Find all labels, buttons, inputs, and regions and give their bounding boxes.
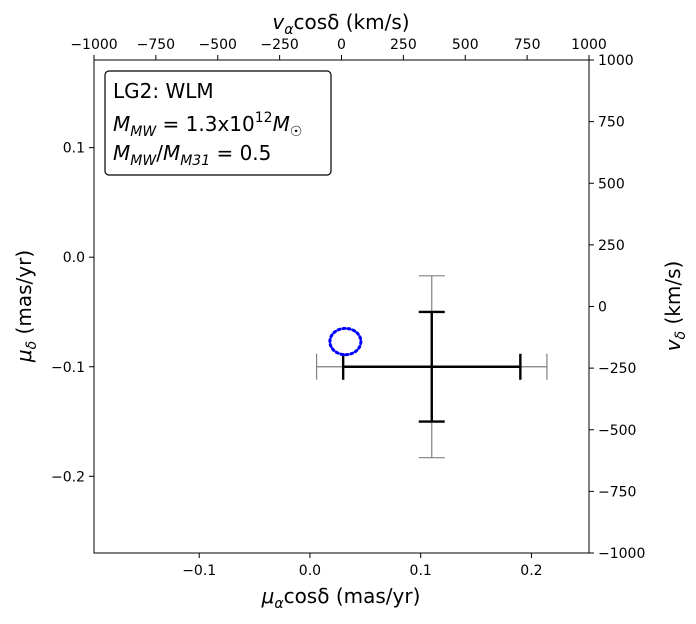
x-tick-label-top: −500 bbox=[199, 37, 237, 53]
x-tick-label-bottom: 0.1 bbox=[410, 563, 432, 579]
x-axis-label-top-rest: cosδ (km/s) bbox=[294, 10, 410, 34]
y-tick-label-right: 1000 bbox=[598, 53, 634, 69]
x-tick-label-top: 250 bbox=[390, 37, 417, 53]
annotation-box: LG2: WLM MMW = 1.3x1012M☉ MMW/MM31 = 0.5 bbox=[104, 70, 332, 176]
y-axis-label-left-sub: δ bbox=[24, 341, 40, 350]
x-tick-label-bottom: −0.1 bbox=[182, 563, 216, 579]
annotation-line-3: MMW/MM31 = 0.5 bbox=[113, 141, 271, 169]
x-tick-label-bottom: 0.2 bbox=[520, 563, 542, 579]
x-tick-label-top: 750 bbox=[514, 37, 541, 53]
x-tick-label-top: −750 bbox=[137, 37, 175, 53]
annotation-line-2-unit-sub: ☉ bbox=[290, 124, 303, 140]
annotation-line-3-value: = 0.5 bbox=[210, 141, 271, 165]
y-tick-label-right: 500 bbox=[598, 176, 625, 192]
y-tick-label-right: −1000 bbox=[598, 546, 645, 562]
y-tick-label-right: 750 bbox=[598, 115, 625, 131]
x-tick-label-top: 500 bbox=[452, 37, 479, 53]
y-tick-label-left: 0.0 bbox=[63, 250, 85, 266]
annotation-line-3-m2-sub: M31 bbox=[180, 153, 210, 169]
annotation-line-2: MMW = 1.3x1012M☉ bbox=[113, 110, 302, 140]
x-axis-label-top-sub: α bbox=[284, 22, 294, 38]
prediction-contour bbox=[328, 326, 363, 357]
x-tick-label-top: 1000 bbox=[571, 37, 607, 53]
x-tick-label-top: 0 bbox=[337, 37, 346, 53]
annotation-line-3-m1-sub: MW bbox=[130, 153, 157, 169]
y-tick-label-left: −0.1 bbox=[51, 360, 85, 376]
annotation-line-1: LG2: WLM bbox=[113, 79, 214, 103]
y-axis-label-left-rest: (mas/yr) bbox=[12, 250, 36, 341]
annotation-line-3-m1: M bbox=[113, 141, 130, 165]
annotation-line-2-m: M bbox=[113, 112, 130, 136]
annotation-line-2-exponent: 12 bbox=[255, 110, 273, 126]
x-axis-label-top-symbol: v bbox=[272, 10, 285, 34]
y-axis-label-left-symbol: μ bbox=[12, 349, 36, 363]
x-axis-label-bottom-symbol: μ bbox=[261, 584, 275, 608]
annotation-line-3-m2: M bbox=[163, 141, 180, 165]
y-tick-label-right: −750 bbox=[598, 484, 636, 500]
annotation-line-2-value: = 1.3x10 bbox=[156, 112, 255, 136]
annotation-line-1-text: LG2: WLM bbox=[113, 79, 214, 103]
annotation-line-3-slash: / bbox=[156, 141, 163, 165]
annotation-line-2-unit: M bbox=[273, 112, 290, 136]
marks-layer bbox=[315, 275, 548, 459]
y-tick-label-right: 250 bbox=[598, 238, 625, 254]
y-axis-label-right-symbol: v bbox=[661, 338, 685, 351]
annotation-frame bbox=[104, 70, 332, 176]
annotation-line-2-m-sub: MW bbox=[130, 124, 157, 140]
y-axis-label-left: μδ (mas/yr) bbox=[12, 250, 40, 363]
x-axis-label-bottom-sub: α bbox=[274, 596, 284, 612]
y-axis-label-right-rest: (km/s) bbox=[661, 261, 685, 331]
y-axis-label-right-sub: δ bbox=[673, 331, 689, 340]
x-axis-label-bottom-rest: cosδ (mas/yr) bbox=[284, 584, 421, 608]
plot-frame bbox=[93, 59, 590, 554]
y-tick-label-left: −0.2 bbox=[51, 469, 85, 485]
y-axis-label-right: vδ (km/s) bbox=[661, 261, 689, 352]
ticks-layer: −0.1 0.0 0.1 0.2 0.1 0.0 −0.1 −0.2 −1000 −750 −500… bbox=[51, 37, 645, 579]
y-tick-label-right: −250 bbox=[598, 361, 636, 377]
x-axis-label-top: vαcosδ (km/s) bbox=[272, 10, 409, 38]
x-tick-label-top: −250 bbox=[260, 37, 298, 53]
x-axis-label-bottom: μαcosδ (mas/yr) bbox=[261, 584, 421, 612]
y-tick-label-left: 0.1 bbox=[63, 141, 85, 157]
x-tick-label-bottom: 0.0 bbox=[299, 563, 321, 579]
y-tick-label-right: 0 bbox=[598, 300, 607, 316]
y-tick-label-right: −500 bbox=[598, 423, 636, 439]
x-tick-label-top: −1000 bbox=[70, 37, 117, 53]
